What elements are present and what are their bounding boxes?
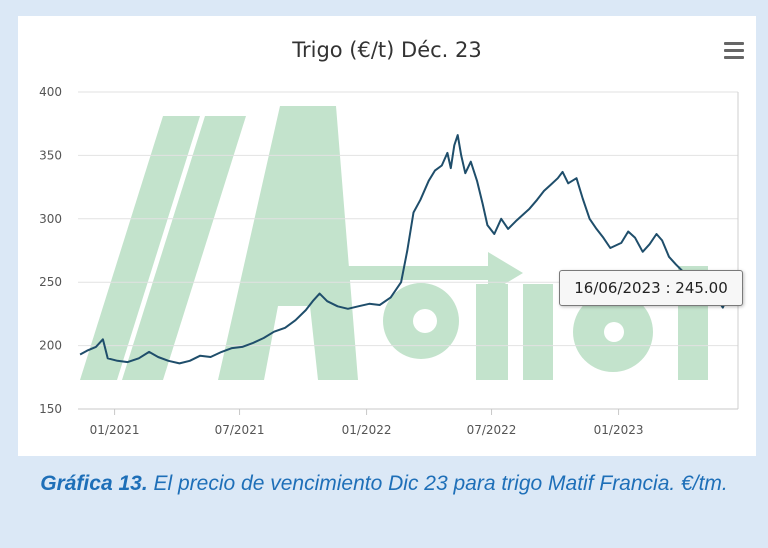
y-tick-label: 400 bbox=[39, 85, 62, 99]
watermark-arrow bbox=[338, 252, 523, 294]
watermark-letter-r bbox=[476, 284, 508, 380]
grid bbox=[78, 91, 739, 410]
chart-plot: 150 200 250 300 350 400 01/2021 07/2021 01/2022… bbox=[39, 85, 744, 437]
x-axis: 01/2021 07/2021 01/2022 07/2022 01/2023 bbox=[78, 408, 738, 437]
y-tick-label: 350 bbox=[39, 148, 62, 162]
watermark-letter-g bbox=[383, 283, 459, 359]
chart-title: Trigo (€/t) Déc. 23 bbox=[292, 38, 482, 62]
menu-bar-icon bbox=[724, 56, 744, 59]
y-tick-label: 200 bbox=[39, 339, 62, 353]
chart-menu-button[interactable] bbox=[724, 42, 744, 60]
x-tick-label: 07/2021 bbox=[215, 423, 265, 437]
x-tick-label: 01/2023 bbox=[594, 423, 644, 437]
series-group bbox=[79, 134, 735, 365]
watermark-letter-a bbox=[218, 106, 358, 380]
watermark-letter-e bbox=[573, 292, 653, 372]
watermark-stroke-left-2 bbox=[122, 116, 246, 380]
caption-label: Gráfica 13. bbox=[40, 472, 148, 495]
menu-bar-icon bbox=[724, 49, 744, 52]
x-tick-label: 07/2022 bbox=[467, 423, 517, 437]
caption-text: El precio de vencimiento Dic 23 para tri… bbox=[147, 472, 728, 495]
tooltip: 16/06/2023 : 245.00 bbox=[559, 270, 743, 306]
y-tick-label: 150 bbox=[39, 402, 62, 416]
watermark-letter-i bbox=[523, 284, 553, 380]
y-axis: 150 200 250 300 350 400 bbox=[39, 85, 62, 416]
figure-caption: Gráfica 13. El precio de vencimiento Dic… bbox=[0, 470, 768, 497]
chart-card: 150 200 250 300 350 400 01/2021 07/2021 01/2022… bbox=[18, 16, 756, 456]
x-tick-label: 01/2022 bbox=[342, 423, 392, 437]
watermark-stroke-left bbox=[80, 116, 200, 380]
watermark-logo bbox=[80, 106, 708, 380]
menu-bar-icon bbox=[724, 42, 744, 45]
x-tick-label: 01/2021 bbox=[90, 423, 140, 437]
price-line bbox=[79, 134, 735, 365]
y-tick-label: 250 bbox=[39, 275, 62, 289]
y-tick-label: 300 bbox=[39, 212, 62, 226]
